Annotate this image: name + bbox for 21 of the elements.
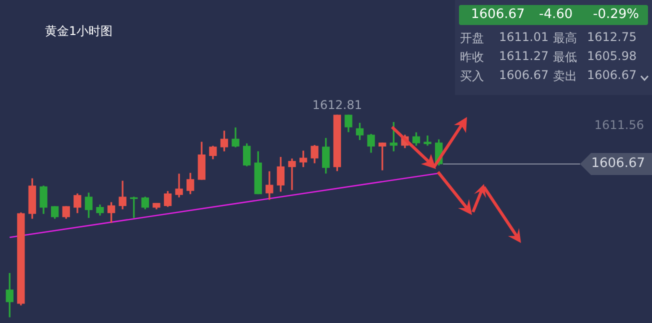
text: -4.60 bbox=[539, 7, 573, 22]
text: 1611.01 bbox=[499, 30, 549, 44]
text: 1606.67 bbox=[591, 156, 645, 171]
text: 1606.67 bbox=[471, 7, 525, 22]
text: 1606.67 bbox=[499, 68, 549, 82]
text: 开盘 bbox=[460, 30, 484, 47]
candlestick bbox=[288, 158, 296, 190]
annotation: 1612.81 bbox=[312, 98, 362, 112]
text: 最低 bbox=[553, 49, 577, 66]
text: 1605.98 bbox=[587, 49, 637, 63]
text: 1606.67 bbox=[587, 68, 637, 82]
text: 最高 bbox=[553, 30, 577, 47]
candlestick bbox=[424, 136, 432, 146]
text: 买入 bbox=[460, 68, 484, 85]
text: 1611.27 bbox=[499, 49, 549, 63]
text: -0.29% bbox=[593, 7, 639, 22]
text: 1612.75 bbox=[587, 30, 637, 44]
text: 昨收 bbox=[460, 49, 484, 66]
chart-title: 黄金1小时图 bbox=[45, 23, 113, 40]
text: 卖出 bbox=[553, 68, 577, 85]
text: 1611.56 bbox=[594, 118, 644, 132]
